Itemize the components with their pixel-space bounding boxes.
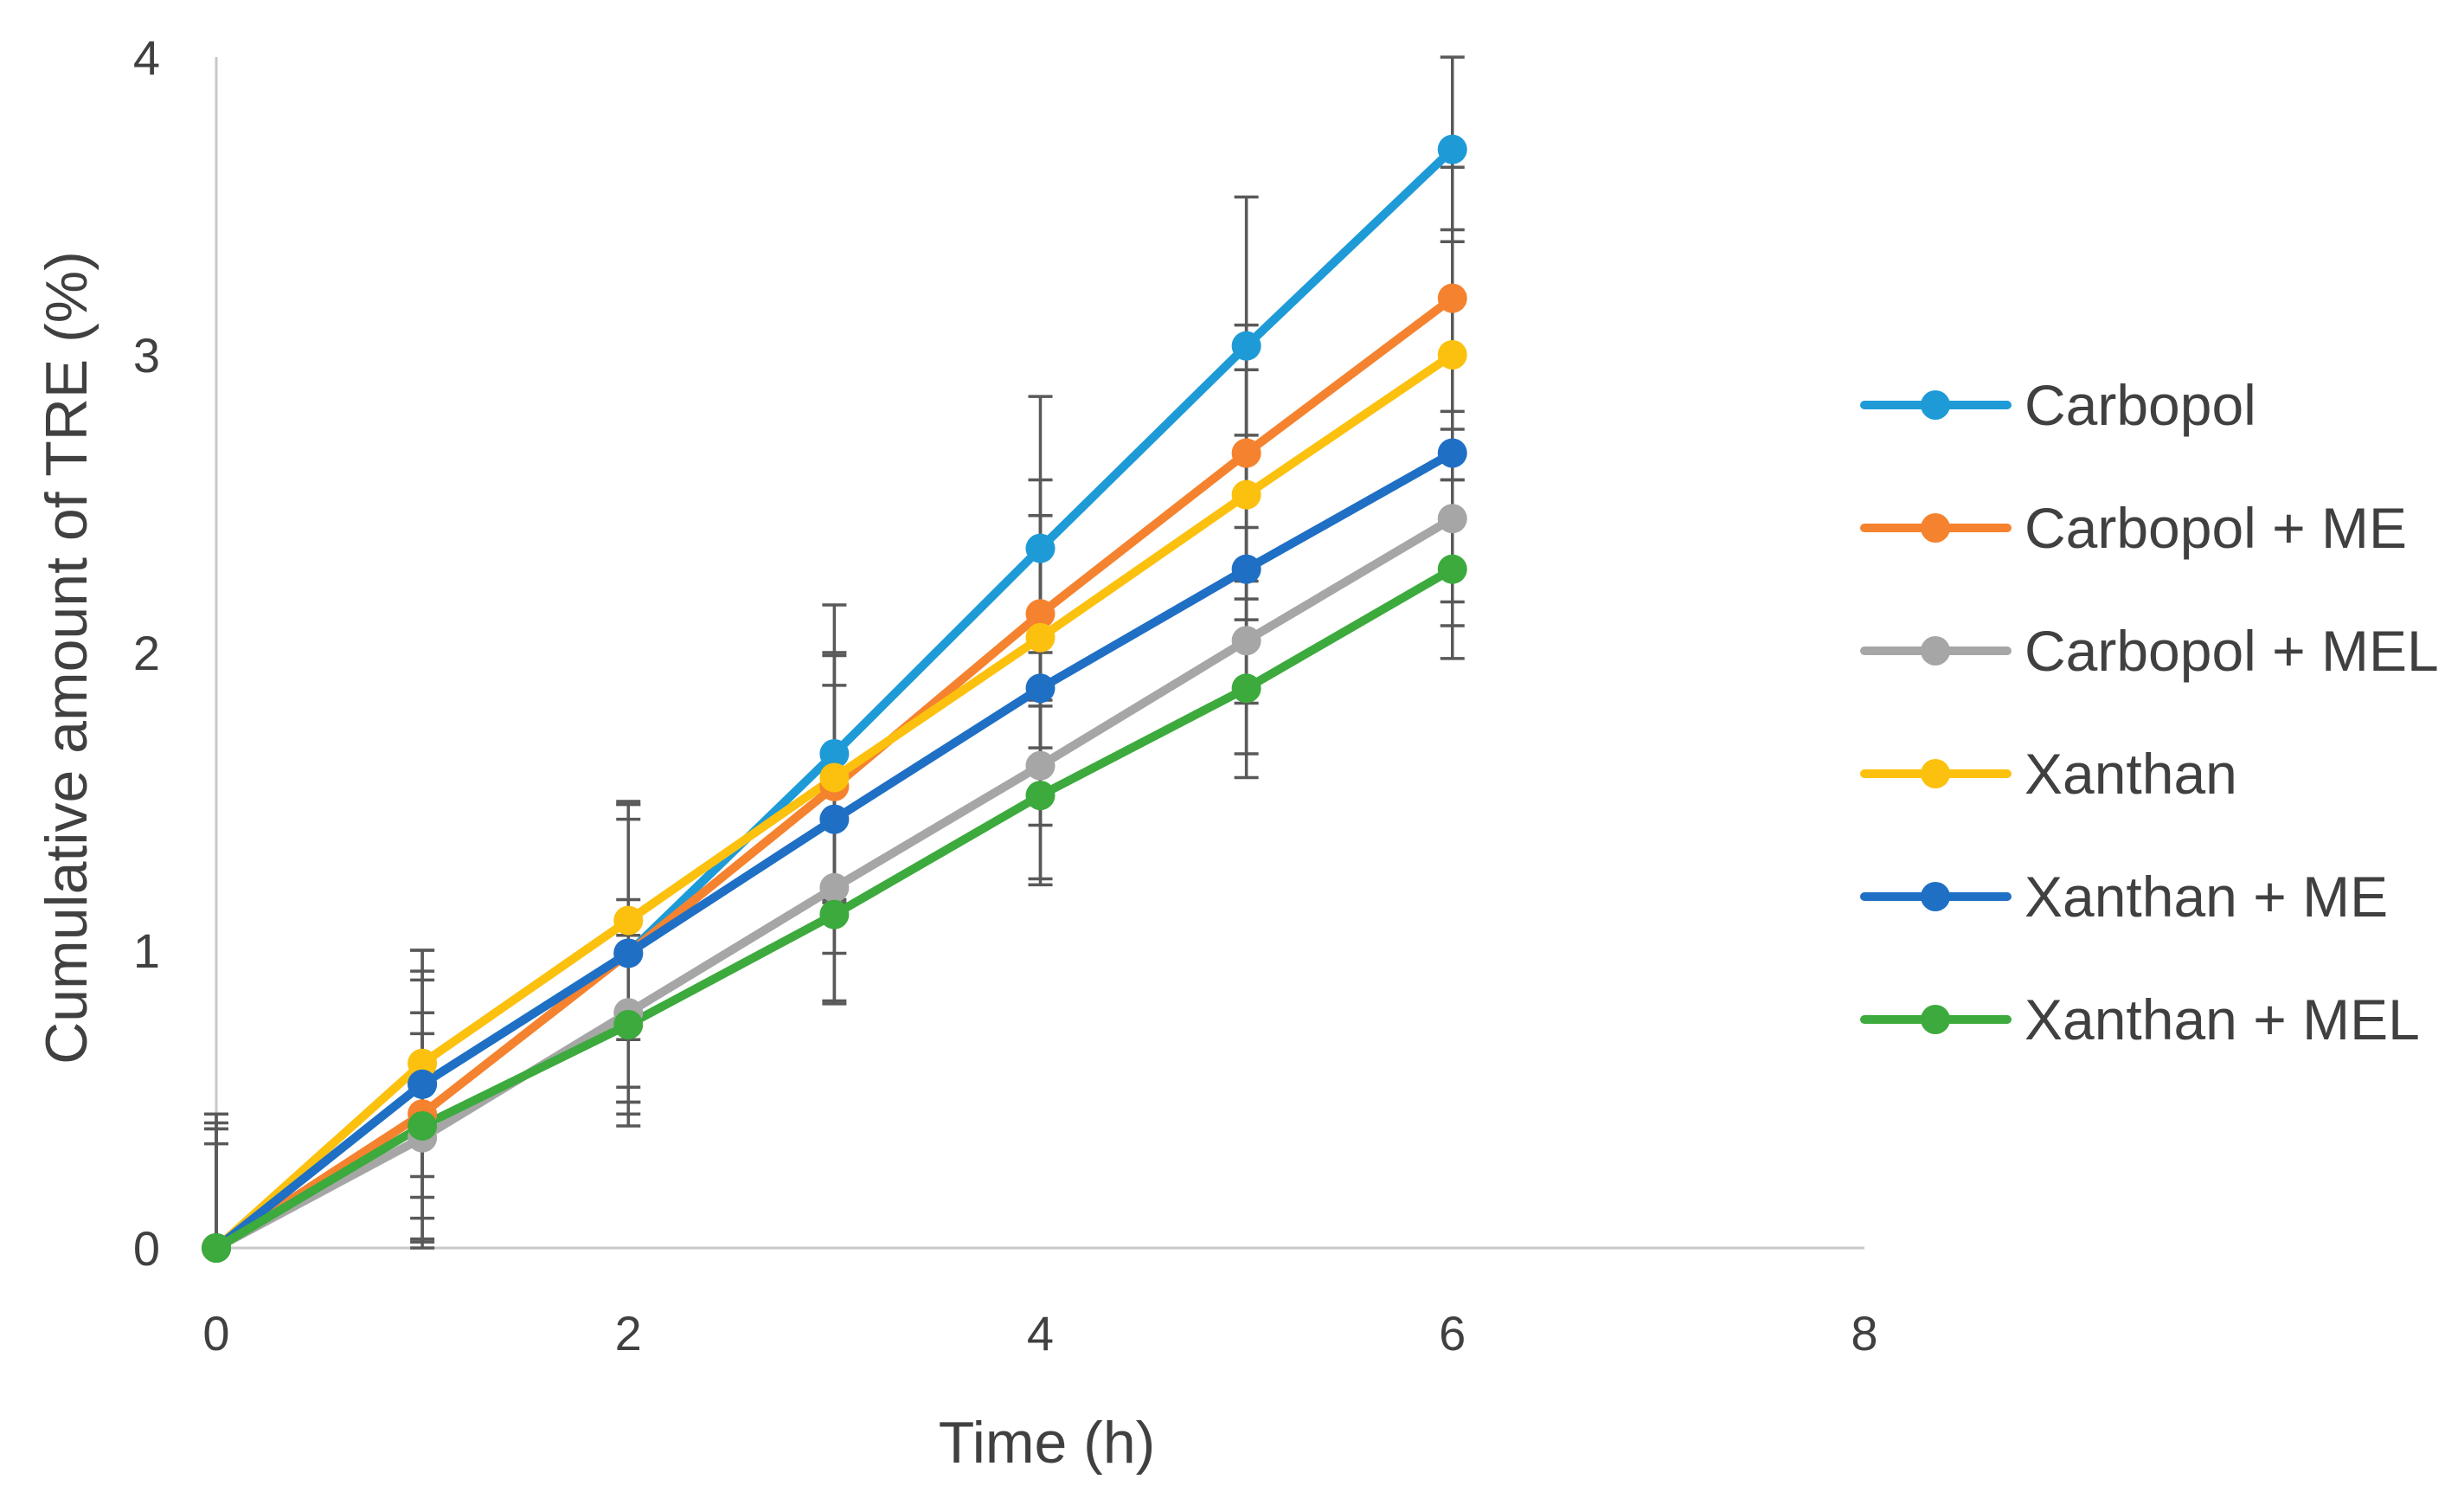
legend-marker: [1921, 513, 1950, 543]
data-point-carbopol-mel: [1025, 750, 1056, 781]
y-axis-title: Cumulative amount of TRE (%): [34, 251, 99, 1064]
y-tick-labels: 0 1 2 3 4: [133, 30, 160, 1276]
legend: Carbopol Carbopol + ME Carbopol + MEL Xanth…: [1860, 373, 2439, 1052]
legend-marker: [1921, 636, 1950, 666]
data-point-xanthan-mel: [1231, 673, 1261, 704]
data-point-xanthan: [613, 905, 644, 936]
data-point-xanthan-mel: [819, 899, 850, 929]
axes: [215, 57, 1864, 1250]
legend-label: Xanthan + ME: [2024, 865, 2388, 929]
x-tick-label: 0: [202, 1306, 229, 1360]
legend-label: Xanthan + MEL: [2024, 987, 2420, 1052]
data-point-carbopol: [1025, 533, 1056, 563]
y-tick-label: 0: [133, 1221, 160, 1276]
x-tick-label: 6: [1439, 1306, 1466, 1360]
data-point-xanthan-me: [819, 804, 850, 834]
legend-label: Carbopol: [2024, 373, 2256, 437]
x-axis-title: Time (h): [939, 1410, 1156, 1476]
legend-item-xanthan-mel: Xanthan + MEL: [1860, 987, 2420, 1052]
x-tick-label: 4: [1027, 1306, 1054, 1360]
x-tick-label: 8: [1851, 1306, 1877, 1360]
data-point-xanthan: [1231, 479, 1261, 510]
data-point-xanthan-mel: [613, 1010, 644, 1039]
data-point-carbopol-me: [1437, 283, 1467, 313]
data-point-xanthan: [1437, 340, 1467, 370]
data-point-xanthan: [819, 762, 850, 793]
legend-marker: [1921, 882, 1950, 911]
legend-label: Carbopol + MEL: [2024, 619, 2439, 683]
legend-marker: [1921, 759, 1950, 788]
data-point-carbopol: [819, 738, 850, 769]
data-point-xanthan-me: [1231, 554, 1261, 584]
data-point-xanthan-me: [1437, 438, 1467, 468]
data-point-carbopol-mel: [1437, 504, 1467, 534]
legend-item-carbopol: Carbopol: [1860, 373, 2256, 437]
legend-label: Xanthan: [2024, 742, 2237, 806]
y-tick-label: 1: [133, 923, 160, 978]
data-point-carbopol-mel: [1231, 626, 1261, 656]
data-point-carbopol: [1231, 331, 1261, 361]
data-point-carbopol-mel: [819, 872, 850, 903]
data-point-xanthan-mel: [407, 1110, 438, 1141]
data-point-carbopol: [1437, 134, 1467, 164]
data-point-xanthan-mel: [1025, 781, 1056, 811]
x-tick-label: 2: [615, 1306, 642, 1360]
data-point-xanthan-me: [407, 1069, 438, 1099]
data-point-xanthan-mel: [1437, 554, 1467, 584]
legend-item-xanthan-me: Xanthan + ME: [1860, 865, 2388, 929]
x-tick-labels: 0 2 4 6 8: [202, 1306, 1877, 1360]
error-bar: [204, 1121, 228, 1248]
data-point-carbopol-me: [1025, 599, 1056, 629]
legend-item-carbopol-mel: Carbopol + MEL: [1860, 619, 2439, 683]
data-point-xanthan-me: [1025, 673, 1056, 704]
series-points: [202, 134, 1467, 1263]
y-tick-label: 3: [133, 328, 160, 383]
legend-marker: [1921, 390, 1950, 420]
legend-marker: [1921, 1005, 1950, 1034]
legend-item-xanthan: Xanthan: [1860, 742, 2237, 806]
data-point-carbopol-me: [1231, 438, 1261, 468]
data-point-xanthan-mel: [202, 1233, 231, 1263]
data-point-xanthan-me: [613, 938, 644, 968]
data-point-xanthan: [407, 1048, 438, 1078]
error-bars: [204, 55, 1465, 1250]
y-tick-label: 2: [133, 626, 160, 680]
legend-label: Carbopol + ME: [2024, 496, 2407, 560]
y-tick-label: 4: [133, 30, 160, 85]
legend-item-carbopol-me: Carbopol + ME: [1860, 496, 2407, 560]
data-point-xanthan: [1025, 622, 1056, 653]
